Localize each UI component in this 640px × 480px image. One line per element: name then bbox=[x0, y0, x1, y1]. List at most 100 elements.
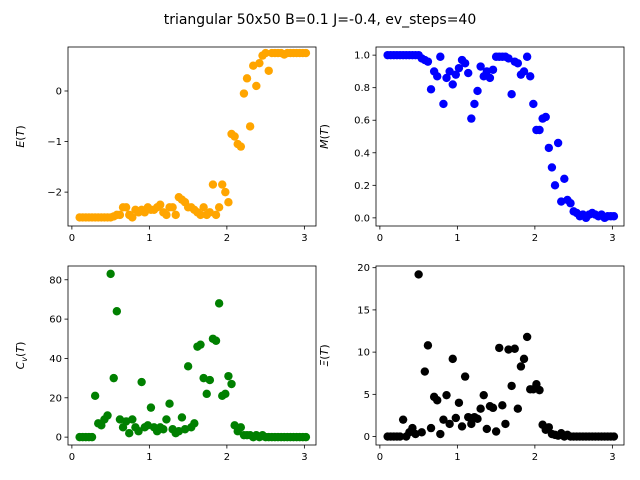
susceptibility-point bbox=[507, 381, 516, 391]
energy-x-tick-label: 1 bbox=[146, 233, 152, 244]
subplot-magnetization: 0 1 2 3 0.0 0.2 0.4 0.6 0.8 1.0 M(T) bbox=[318, 46, 625, 244]
magnetization-y-axis-label-main: M bbox=[318, 139, 331, 149]
heat-capacity-point bbox=[87, 432, 97, 442]
susceptibility-point bbox=[479, 390, 488, 400]
susceptibility-y-axis-label-main: Ξ bbox=[318, 360, 331, 367]
magnetization-point bbox=[460, 59, 470, 68]
magnetization-y-tick-label: 0.0 bbox=[354, 213, 370, 224]
heat-capacity-point bbox=[214, 299, 224, 308]
magnetization-point bbox=[439, 99, 448, 109]
susceptibility-point bbox=[513, 404, 523, 413]
energy-point bbox=[168, 203, 177, 212]
susceptibility-point bbox=[519, 354, 529, 364]
heat-capacity-point bbox=[128, 415, 137, 424]
susceptibility-points bbox=[383, 270, 619, 441]
susceptibility-y-tick-label: 10 bbox=[357, 348, 370, 359]
magnetization-x-tick-label: 2 bbox=[532, 233, 538, 244]
heat-capacity-point bbox=[125, 429, 134, 438]
susceptibility-point bbox=[491, 427, 501, 436]
magnetization-x-tick-label: 0 bbox=[377, 233, 383, 244]
magnetization-point bbox=[609, 212, 619, 221]
heat-capacity-points bbox=[75, 269, 311, 442]
magnetization-point bbox=[426, 85, 436, 94]
susceptibility-point bbox=[544, 423, 554, 432]
magnetization-point bbox=[553, 138, 563, 148]
magnetization-points bbox=[383, 50, 619, 223]
magnetization-point bbox=[535, 125, 544, 135]
energy-point bbox=[162, 210, 171, 220]
heat-capacity-point bbox=[301, 432, 311, 442]
heat-capacity-point bbox=[227, 379, 236, 389]
susceptibility-y-tick-label: 20 bbox=[357, 263, 370, 274]
energy-point bbox=[261, 48, 270, 58]
magnetization-y-tick-label: 0.4 bbox=[354, 148, 370, 159]
magnetization-point bbox=[541, 112, 550, 122]
energy-point bbox=[128, 213, 137, 222]
energy-point bbox=[121, 203, 131, 212]
energy-x-tick-label: 2 bbox=[224, 233, 230, 244]
energy-point bbox=[236, 142, 246, 151]
energy-point bbox=[208, 180, 218, 189]
susceptibility-point bbox=[426, 423, 436, 433]
susceptibility-y-tick-label: 5 bbox=[364, 390, 370, 401]
magnetization-y-tick-label: 0.6 bbox=[354, 116, 370, 127]
heat-capacity-point bbox=[196, 340, 205, 349]
susceptibility-axes-frame bbox=[375, 265, 625, 446]
magnetization-point bbox=[470, 99, 479, 109]
energy-y-axis-label: E(T) bbox=[14, 125, 27, 147]
heat-capacity-point bbox=[205, 375, 215, 385]
energy-point bbox=[115, 210, 125, 220]
magnetization-point bbox=[560, 174, 569, 184]
magnetization-point bbox=[454, 63, 464, 73]
magnetization-point bbox=[451, 70, 461, 79]
susceptibility-point bbox=[476, 404, 485, 413]
energy-points bbox=[75, 48, 311, 222]
energy-point bbox=[301, 48, 311, 58]
susceptibility-point bbox=[535, 385, 544, 395]
heat-capacity-point bbox=[183, 362, 193, 371]
heat-capacity-x-tick-label: 0 bbox=[69, 452, 75, 463]
susceptibility-x-tick-label: 3 bbox=[609, 452, 615, 463]
susceptibility-x-tick-label: 0 bbox=[377, 452, 383, 463]
magnetization-point bbox=[504, 54, 513, 63]
heat-capacity-y-tick-label: 20 bbox=[49, 393, 62, 404]
energy-y-tick-label: −1 bbox=[47, 137, 62, 148]
heat-capacity-point bbox=[109, 373, 118, 383]
susceptibility-point bbox=[433, 396, 442, 405]
susceptibility-point bbox=[464, 412, 473, 422]
heat-capacity-y-tick-label: 60 bbox=[49, 315, 62, 326]
heat-capacity-y-axis-label: Cv(T) bbox=[14, 342, 29, 370]
susceptibility-point bbox=[516, 362, 526, 371]
subplot-energy: 0 1 2 3 −2 −1 0 E(T) bbox=[14, 46, 317, 244]
heat-capacity-y-tick-label: 80 bbox=[49, 275, 62, 286]
susceptibility-y-axis-label-paren: ) bbox=[318, 344, 331, 348]
heat-capacity-point bbox=[177, 413, 187, 422]
susceptibility-point bbox=[460, 372, 470, 381]
heat-capacity-point bbox=[224, 371, 233, 381]
susceptibility-point bbox=[473, 414, 482, 424]
magnetization-point bbox=[519, 67, 529, 76]
magnetization-y-axis-label: M(T) bbox=[318, 124, 331, 149]
susceptibility-point bbox=[442, 390, 451, 400]
heat-capacity-point bbox=[103, 411, 112, 420]
susceptibility-point bbox=[504, 345, 513, 354]
magnetization-y-tick-label: 0.8 bbox=[354, 83, 370, 94]
heat-capacity-y-tick-label: 40 bbox=[49, 354, 62, 365]
heat-capacity-point bbox=[159, 425, 168, 434]
susceptibility-point bbox=[488, 403, 498, 413]
magnetization-point bbox=[476, 62, 485, 71]
energy-point bbox=[156, 200, 165, 209]
heat-capacity-y-axis-label-main: C bbox=[14, 361, 27, 369]
susceptibility-point bbox=[498, 401, 507, 410]
susceptibility-point bbox=[448, 354, 457, 364]
magnetization-point bbox=[513, 59, 523, 68]
energy-x-tick-label: 3 bbox=[301, 233, 307, 244]
magnetization-y-axis-label-arg: T bbox=[318, 127, 331, 135]
energy-y-axis-label-main: E bbox=[14, 141, 27, 148]
energy-point bbox=[245, 122, 255, 131]
magnetization-axes-frame bbox=[375, 46, 625, 227]
susceptibility-point bbox=[522, 332, 532, 342]
susceptibility-x-tick-label: 1 bbox=[454, 452, 460, 463]
magnetization-point bbox=[488, 65, 498, 74]
energy-point bbox=[171, 210, 180, 220]
